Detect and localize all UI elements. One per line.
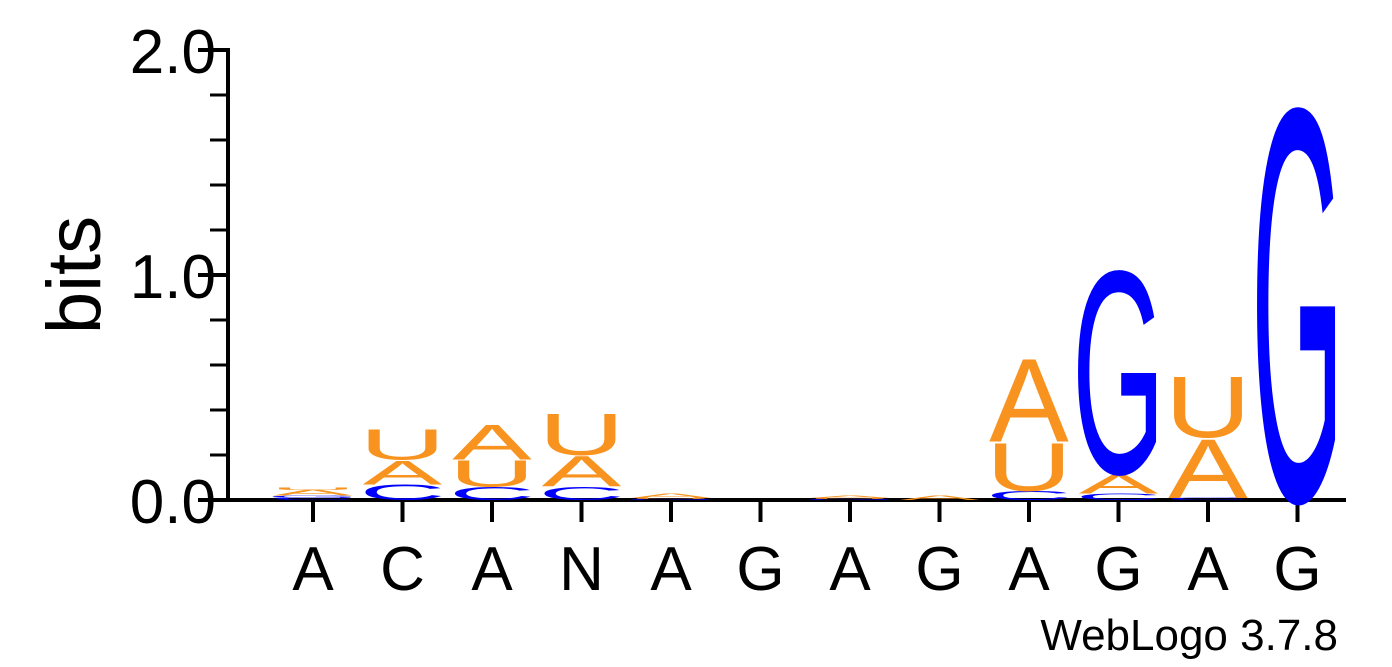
y-tick-label: 0.0 xyxy=(130,468,216,537)
logo-letter-u: U xyxy=(986,429,1072,506)
logo-letter-c: C xyxy=(449,483,535,504)
logo-letter-c: C xyxy=(986,489,1072,503)
logo-letter-a: A xyxy=(900,494,981,501)
logo-letter-g: G xyxy=(1072,211,1165,535)
logo-letter-c: C xyxy=(1165,497,1251,500)
x-tick-label: A xyxy=(1008,535,1050,604)
logo-letter-a: A xyxy=(1079,468,1159,499)
logo-letter-c: C xyxy=(359,480,445,504)
y-tick-label: 1.0 xyxy=(130,243,216,312)
logo-letter-c: C xyxy=(538,483,624,504)
logo-letter-g: G xyxy=(625,499,718,501)
logo-letter-u: U xyxy=(449,453,535,495)
logo-letter-g: G xyxy=(267,495,360,498)
letter-stack: G xyxy=(1251,0,1344,620)
letter-stack: GUA xyxy=(625,492,718,500)
x-tick-label: A xyxy=(292,535,334,604)
logo-letter-g: G xyxy=(1251,0,1344,620)
letter-stack: CUA xyxy=(449,415,535,504)
letter-stack: CAU xyxy=(538,401,624,504)
logo-letter-a: A xyxy=(1168,421,1248,516)
letter-stack: GUA xyxy=(804,494,897,500)
logo-letter-u: U xyxy=(628,497,714,499)
logo-letter-a: A xyxy=(273,488,353,497)
x-tick-label: G xyxy=(915,535,963,604)
x-tick-label: A xyxy=(471,535,513,604)
letter-stack: CUA xyxy=(986,335,1072,506)
letter-stack: A xyxy=(900,494,981,501)
logo-letter-a: A xyxy=(989,335,1069,468)
logo-letter-u: U xyxy=(270,487,356,490)
x-tick-label: N xyxy=(559,535,604,604)
x-tick-label: A xyxy=(1187,535,1229,604)
x-tick-label: C xyxy=(380,535,425,604)
y-ticks: 0.0 1.0 2.0 xyxy=(130,18,228,537)
logo-letter-a: A xyxy=(810,494,891,498)
logo-letter-a: A xyxy=(452,415,532,471)
logo-letter-g: G xyxy=(804,499,897,501)
logo-letter-a: A xyxy=(363,453,443,492)
x-tick-label: G xyxy=(1094,535,1142,604)
logo-letter-c: C xyxy=(270,497,356,500)
logo-letter-u: U xyxy=(359,421,445,470)
letter-stack: CAU xyxy=(359,421,445,505)
logo-letter-a: A xyxy=(631,492,712,499)
logo-letter-u: U xyxy=(538,401,624,467)
y-tick-label: 2.0 xyxy=(130,18,216,87)
weblogo-credit: WebLogo 3.7.8 xyxy=(1040,611,1338,660)
y-axis: 0.0 1.0 2.0 xyxy=(130,18,230,537)
x-tick-label: G xyxy=(736,535,784,604)
x-tick-label: G xyxy=(1273,535,1321,604)
x-tick-label: A xyxy=(829,535,871,604)
y-axis-label: bits xyxy=(32,216,117,334)
x-tick-label: A xyxy=(650,535,692,604)
letter-stack: CAU xyxy=(1165,358,1251,515)
logo-letter-c: C xyxy=(1075,491,1161,502)
letter-stack: CAG xyxy=(1072,211,1165,535)
logo-letter-u: U xyxy=(1165,358,1251,456)
logo-letter-u: U xyxy=(807,497,893,499)
logo-letter-a: A xyxy=(542,448,622,497)
